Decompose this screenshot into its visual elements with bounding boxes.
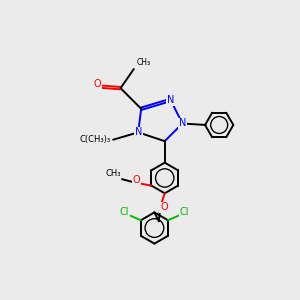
Text: C(CH₃)₃: C(CH₃)₃ bbox=[79, 135, 110, 144]
Text: N: N bbox=[167, 95, 174, 105]
Text: CH₃: CH₃ bbox=[105, 169, 121, 178]
Text: O: O bbox=[160, 202, 168, 212]
Text: O: O bbox=[93, 79, 101, 89]
Text: Cl: Cl bbox=[180, 207, 190, 217]
Text: O: O bbox=[133, 175, 141, 185]
Text: N: N bbox=[179, 118, 186, 128]
Text: N: N bbox=[134, 127, 142, 137]
Text: CH₃: CH₃ bbox=[136, 58, 150, 67]
Text: Cl: Cl bbox=[119, 207, 129, 217]
